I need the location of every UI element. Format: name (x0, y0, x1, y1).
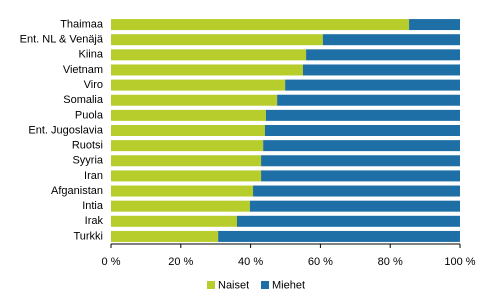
bar-segment (264, 125, 460, 136)
bar-segment (277, 94, 460, 106)
bar-segment (111, 49, 307, 61)
bar-segment (111, 34, 323, 46)
bar-segment (111, 79, 286, 91)
category-label: Ent. NL & Venäjä (20, 34, 104, 46)
category-label: Syyria (72, 155, 103, 167)
bar-segment (236, 215, 460, 227)
bar-segment (111, 155, 262, 167)
bar-segment (218, 230, 460, 242)
bar-segment (111, 19, 410, 31)
category-label: Iran (84, 170, 103, 182)
bar-segment (253, 185, 460, 197)
bar-segment (306, 49, 460, 61)
legend-swatch (207, 281, 215, 289)
bar-segment (111, 215, 237, 227)
category-label: Ent. Jugoslavia (28, 124, 103, 136)
x-tick-label: 80 % (378, 256, 403, 268)
bar-segment (263, 140, 460, 152)
legend-label: Miehet (272, 279, 305, 291)
bar-segment (322, 34, 460, 46)
bar-segment (111, 170, 262, 182)
bar-segment (249, 200, 460, 212)
bar-segment (261, 170, 460, 182)
bar-segment (111, 109, 266, 121)
category-label: Intia (82, 200, 104, 212)
x-tick-label: 0 % (102, 256, 121, 268)
bar-segment (111, 94, 278, 106)
x-tick-label: 40 % (238, 256, 263, 268)
category-label: Puola (75, 109, 104, 121)
legend-swatch (261, 281, 269, 289)
legend-label: Naiset (218, 279, 249, 291)
bar-segment (111, 125, 265, 136)
bar-segment (409, 19, 460, 31)
category-label: Afganistan (51, 185, 103, 197)
category-label: Ruotsi (72, 140, 103, 152)
category-label: Irak (85, 215, 104, 227)
bar-segment (302, 64, 460, 76)
bar-segment (111, 140, 264, 152)
bar-segment (261, 155, 460, 167)
category-label: Kiina (79, 49, 104, 61)
category-label: Turkki (73, 230, 103, 242)
x-tick-label: 20 % (168, 256, 193, 268)
x-tick-label: 60 % (308, 256, 333, 268)
bar-segment (111, 185, 254, 197)
category-label: Thaimaa (60, 18, 104, 30)
x-tick-label: 100 % (444, 256, 475, 268)
category-label: Vietnam (63, 64, 103, 76)
category-label: Somalia (63, 94, 104, 106)
bar-segment (285, 79, 460, 91)
category-label: Viro (84, 79, 103, 91)
bar-segment (265, 109, 460, 121)
bar-segment (111, 200, 250, 212)
bar-segment (111, 64, 303, 76)
bar-segment (111, 230, 219, 242)
